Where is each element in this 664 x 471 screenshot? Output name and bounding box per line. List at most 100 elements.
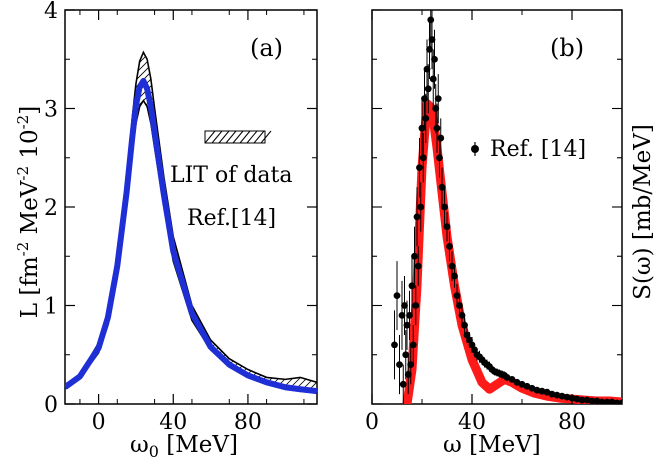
panel-b-xtick-label: 40 — [458, 410, 486, 435]
panel-b-xlabel: ω [MeV] — [443, 432, 541, 458]
data-marker — [436, 154, 443, 162]
ylabel-mid: MeV — [17, 180, 43, 241]
data-marker — [408, 282, 416, 290]
panel-a-ytick-label: 1 — [44, 295, 58, 320]
data-point — [403, 300, 411, 350]
legend-hatch-line — [225, 130, 237, 144]
data-point — [417, 182, 425, 232]
data-point — [404, 354, 412, 395]
panel-a-ticks: 0 40 80 0 1 2 3 4 — [44, 0, 317, 435]
data-point — [618, 399, 622, 404]
data-point — [406, 290, 413, 340]
data-marker — [428, 36, 436, 43]
legend-label-line2: Ref.[14] — [187, 206, 276, 231]
xlabel-sub: 0 — [149, 442, 159, 461]
data-point — [434, 74, 442, 124]
data-marker — [431, 55, 438, 63]
panel-a-xtick-label: 0 — [92, 410, 106, 435]
data-marker — [401, 302, 408, 309]
data-point — [441, 187, 448, 227]
data-point — [412, 285, 420, 326]
data-marker — [414, 262, 422, 270]
data-marker — [422, 114, 430, 122]
data-marker — [418, 124, 426, 132]
panel-a-ylabel: L [fm-2 MeV-2 10-2] — [14, 106, 43, 318]
data-point — [424, 64, 432, 114]
data-marker — [398, 311, 406, 319]
data-marker — [446, 243, 453, 250]
legend-hatch-line — [253, 130, 265, 144]
data-marker — [443, 223, 451, 231]
panel-a-xtick-label: 40 — [159, 410, 187, 435]
data-marker — [451, 272, 458, 280]
panel-a-ytick-label: 2 — [44, 196, 58, 221]
legend-hatch-line — [218, 130, 230, 144]
legend-hatch-line — [246, 130, 258, 144]
data-point — [414, 246, 422, 286]
legend-hatch-line — [204, 130, 216, 144]
xlabel-rest: [MeV] — [159, 432, 238, 458]
data-marker — [437, 134, 445, 142]
panel-a-ytick-label: 0 — [44, 393, 58, 418]
data-point — [431, 29, 438, 89]
data-point — [418, 98, 426, 158]
data-marker — [618, 399, 622, 404]
data-marker — [406, 311, 413, 319]
data-point — [396, 335, 403, 395]
data-marker — [433, 124, 441, 132]
data-marker — [391, 341, 398, 349]
data-point — [461, 315, 468, 336]
panel-b-plot-area — [391, 10, 622, 404]
data-marker — [438, 183, 446, 191]
data-point — [391, 310, 398, 380]
data-marker — [396, 361, 403, 368]
data-point — [578, 396, 586, 404]
panel-a-xlabel: ω0 [MeV] — [130, 432, 238, 461]
data-marker — [453, 292, 461, 300]
panel-a-legend: LIT of data Ref.[14] — [170, 130, 293, 231]
ylabel-exp1: -2 — [14, 242, 32, 257]
data-point — [419, 133, 427, 183]
data-marker — [588, 397, 596, 404]
panel-a-ytick-label: 3 — [44, 98, 58, 123]
panel-b-legend: Ref. [14] — [471, 137, 586, 162]
data-point — [408, 256, 416, 316]
legend-marker — [471, 145, 479, 153]
ylabel-exp3: -2 — [14, 115, 32, 130]
ylabel-exp2: -2 — [14, 166, 32, 181]
panel-b-label: (b) — [550, 34, 584, 62]
legend-hatch-lines — [204, 130, 272, 144]
data-marker — [393, 292, 401, 300]
data-marker — [417, 203, 425, 211]
data-marker — [416, 164, 423, 172]
data-marker — [411, 252, 418, 260]
data-point — [443, 211, 451, 242]
data-point — [433, 103, 441, 153]
legend-label-line1: LIT of data — [170, 163, 293, 188]
ylabel-mid2: 10 — [17, 129, 43, 166]
legend-hatch-line — [260, 130, 272, 144]
data-point — [446, 231, 453, 262]
panel-b: 0 40 80 (b) Ref. [14] ω [MeV] S(ω) [mb/MeV… — [365, 9, 656, 458]
panel-b-ticks: 0 40 80 — [365, 9, 623, 435]
panel-b-xtick-label: 80 — [558, 410, 586, 435]
legend-label-ref: Ref. [14] — [490, 137, 586, 162]
data-point — [458, 305, 466, 326]
data-point — [437, 118, 445, 158]
data-point — [402, 330, 410, 380]
data-marker — [399, 380, 407, 388]
data-point — [411, 226, 418, 286]
data-point — [588, 397, 596, 404]
data-marker — [458, 311, 466, 319]
data-point — [508, 375, 516, 383]
data-marker — [407, 361, 415, 368]
panel-b-xtick-label: 0 — [365, 410, 379, 435]
legend-hatch-line — [232, 130, 244, 144]
data-point — [398, 280, 406, 350]
xlabel-main: ω — [130, 432, 149, 458]
data-point — [422, 93, 430, 143]
data-point — [409, 325, 417, 365]
data-marker — [404, 371, 412, 378]
